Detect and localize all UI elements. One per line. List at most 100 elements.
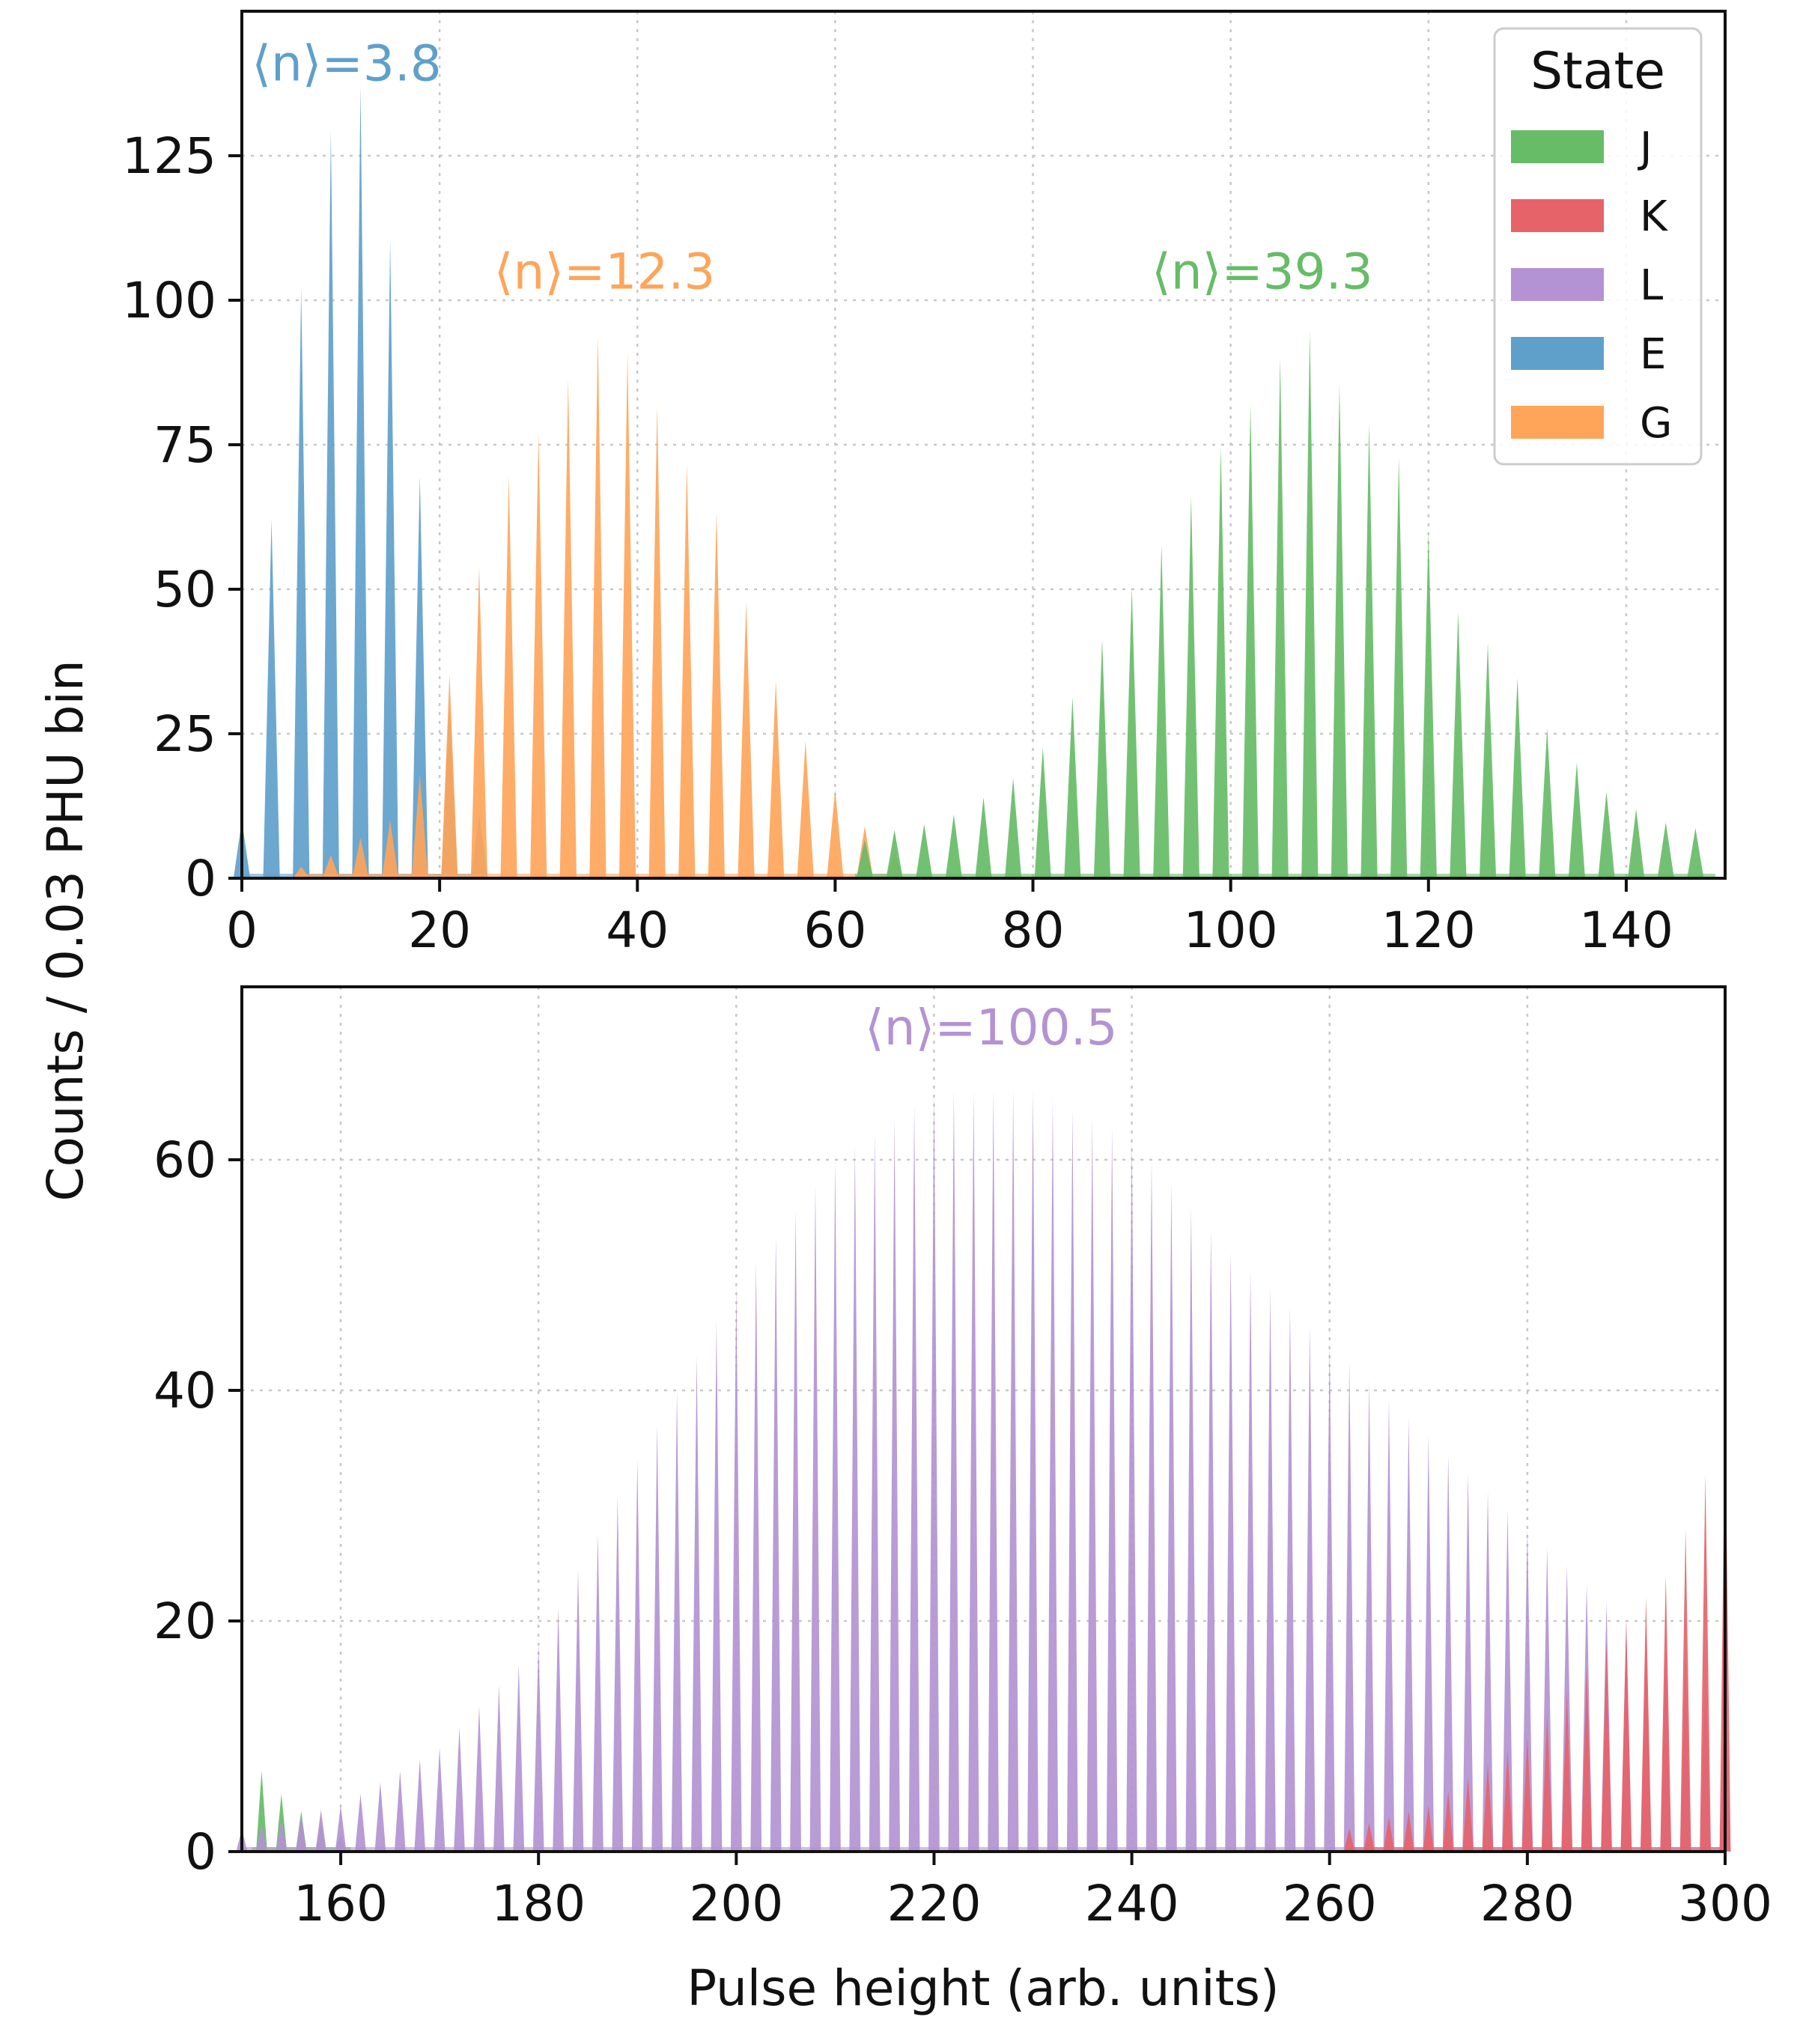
- histogram-peak-L: [434, 1748, 446, 1852]
- histogram-peak-L: [553, 1607, 565, 1852]
- histogram-peak-K: [1502, 1750, 1513, 1852]
- mean-n-annotation: ⟨n⟩=100.5: [865, 999, 1118, 1056]
- top-y-tick-label: 75: [153, 416, 216, 474]
- histogram-peak-K: [1383, 1816, 1395, 1852]
- legend-label-G: G: [1640, 399, 1672, 448]
- legend-label-J: J: [1638, 124, 1652, 172]
- histogram-peak-G: [797, 741, 814, 878]
- histogram-peak-K: [1561, 1690, 1573, 1852]
- histogram-peak-J: [1271, 358, 1289, 878]
- top-x-tick-label: 140: [1579, 901, 1673, 959]
- histogram-peak-L: [1166, 1182, 1177, 1852]
- histogram-peak-L: [908, 1104, 920, 1852]
- histogram-peak-L: [691, 1355, 702, 1852]
- histogram-peak-K: [1343, 1828, 1355, 1852]
- histogram-peak-L: [988, 1090, 1000, 1852]
- legend-title: State: [1530, 42, 1665, 101]
- histogram-peak-K: [1423, 1805, 1435, 1852]
- histogram-peak-J: [1034, 747, 1051, 878]
- histogram-peak-L: [809, 1184, 821, 1852]
- histogram-peak-L: [355, 1794, 366, 1852]
- histogram-peak-L: [967, 1090, 979, 1852]
- histogram-peak-L: [1304, 1325, 1316, 1852]
- histogram-peak-L: [276, 1819, 288, 1852]
- histogram-peak-L: [1126, 1137, 1137, 1852]
- histogram-peak-L: [830, 1160, 841, 1852]
- histogram-peak-K: [1660, 1575, 1672, 1852]
- histogram-peak-G: [767, 681, 785, 878]
- histogram-peak-G: [678, 463, 696, 878]
- histogram-peak-L: [711, 1321, 723, 1852]
- histogram-peak-L: [493, 1685, 505, 1852]
- histogram-peak-G: [618, 353, 636, 878]
- histogram-peak-K: [1442, 1791, 1454, 1852]
- histogram-peak-J: [1241, 404, 1259, 878]
- histogram-peak-L: [889, 1118, 901, 1852]
- histogram-peak-G: [352, 837, 369, 878]
- histogram-peak-L: [1363, 1381, 1375, 1852]
- histogram-peak-L: [948, 1090, 960, 1852]
- top-y-tick-label: 100: [122, 272, 216, 329]
- legend-swatch-G: [1511, 406, 1604, 439]
- series-G: [293, 335, 903, 878]
- histogram-peak-J: [1479, 643, 1497, 878]
- histogram-peak-J: [1687, 828, 1704, 878]
- legend-swatch-K: [1511, 199, 1604, 232]
- legend-label-L: L: [1640, 261, 1663, 310]
- series-J: [854, 331, 1715, 878]
- histogram-peak-L: [612, 1496, 624, 1852]
- bottom-plot-frame: [240, 985, 1727, 1853]
- histogram-peak-K: [1482, 1763, 1494, 1852]
- top-histogram-bars: [233, 85, 1715, 879]
- bottom-x-tick-label: 240: [1085, 1875, 1179, 1932]
- histogram-peak-K: [1601, 1643, 1612, 1852]
- histogram-peak-G: [470, 567, 488, 878]
- top-y-tick-label: 125: [122, 127, 216, 185]
- histogram-peak-J: [1390, 458, 1408, 878]
- histogram-peak-L: [631, 1459, 643, 1852]
- histogram-peak-L: [1185, 1205, 1197, 1852]
- histogram-peak-L: [1521, 1528, 1533, 1852]
- histogram-peak-L: [1007, 1090, 1019, 1852]
- histogram-peak-L: [1284, 1307, 1296, 1852]
- histogram-peak-E: [352, 85, 369, 878]
- histogram-peak-G: [500, 476, 517, 878]
- histogram-peak-E: [322, 130, 339, 879]
- top-y-tick-label: 50: [153, 561, 216, 618]
- histogram-peak-J: [1212, 446, 1229, 878]
- bottom-y-tick-label: 20: [153, 1593, 216, 1650]
- histogram-peak-L: [1423, 1436, 1435, 1852]
- histogram-peak-G: [382, 820, 399, 878]
- top-x-tick-label: 120: [1381, 901, 1476, 959]
- histogram-peak-K: [1640, 1598, 1652, 1852]
- histogram-peak-J: [1360, 423, 1378, 878]
- top-panel: ⟨n⟩=3.8 ⟨n⟩=12.3 ⟨n⟩=39.3 0 20 40 60 80 100 120 1…: [122, 10, 1727, 959]
- top-axis-ticks: 0 20 40 60 80 100 120 140 0 25 50 75 100 125: [122, 127, 1673, 959]
- bottom-x-tick-label: 180: [491, 1875, 586, 1932]
- histogram-peak-G: [322, 855, 339, 878]
- histogram-peak-L: [1225, 1252, 1237, 1852]
- histogram-peak-L: [1265, 1289, 1276, 1852]
- bottom-panel: ⟨n⟩=100.5 160 180 200 220 240 260 280 300 0 20 40 6…: [153, 985, 1772, 1932]
- bottom-x-tick-label: 300: [1678, 1875, 1772, 1932]
- histogram-peak-K: [1581, 1667, 1593, 1852]
- histogram-peak-L: [651, 1425, 663, 1852]
- histogram-peak-J: [1153, 544, 1170, 878]
- histogram-peak-E: [382, 240, 399, 878]
- histogram-peak-L: [1086, 1118, 1098, 1852]
- legend-label-K: K: [1640, 192, 1668, 241]
- histogram-peak-G: [738, 601, 755, 878]
- histogram-peak-L: [315, 1810, 327, 1852]
- histogram-peak-E: [263, 520, 280, 878]
- histogram-baseline-G: [301, 874, 900, 878]
- histogram-peak-J: [1093, 639, 1111, 878]
- histogram-peak-G: [648, 406, 666, 878]
- histogram-peak-E: [411, 476, 428, 878]
- histogram-peak-L: [1106, 1127, 1118, 1852]
- histogram-peak-K: [1541, 1713, 1553, 1852]
- legend-swatch-J: [1511, 130, 1604, 163]
- histogram-peak-L: [394, 1771, 406, 1852]
- bottom-y-tick-label: 40: [153, 1362, 216, 1420]
